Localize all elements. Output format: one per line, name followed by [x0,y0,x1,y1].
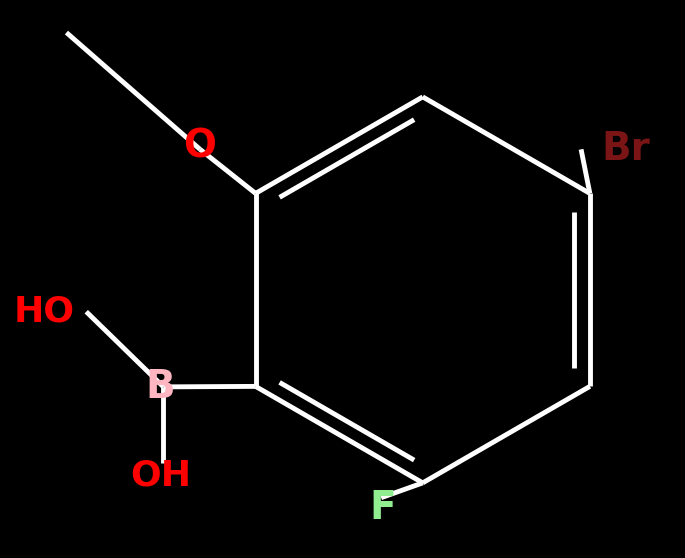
Text: Br: Br [601,131,649,169]
Text: B: B [146,368,175,406]
Text: OH: OH [130,459,191,493]
Text: HO: HO [13,295,75,329]
Text: F: F [370,489,397,527]
Text: O: O [184,127,216,165]
